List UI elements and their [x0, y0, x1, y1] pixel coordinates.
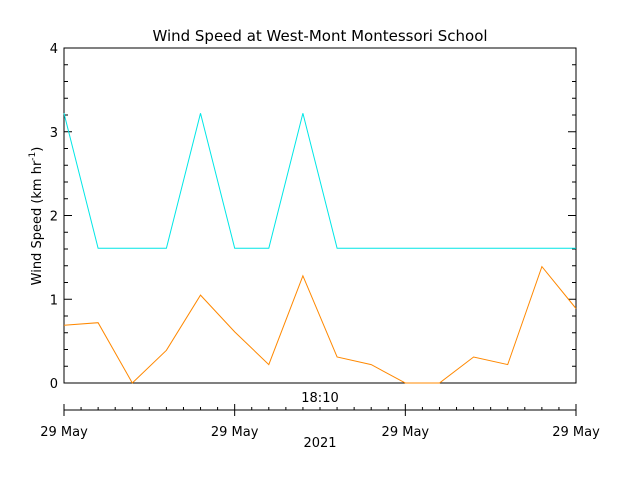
series-line-1 [63, 113, 576, 249]
date-tick-label: 29 May [552, 425, 600, 440]
y-tick-label: 4 [50, 42, 58, 57]
x-year-label: 2021 [303, 436, 336, 451]
date-tick-label: 29 May [382, 425, 430, 440]
x-time-label: 18:10 [301, 391, 338, 406]
date-tick-label: 29 May [40, 425, 88, 440]
y-axis-ticks: 0 1 2 3 4 [50, 42, 576, 392]
y-tick-label: 1 [50, 293, 58, 308]
y-tick-label: 0 [50, 377, 58, 392]
y-tick-label: 2 [50, 210, 58, 225]
date-tick-label: 29 May [211, 425, 259, 440]
series-layer [63, 113, 577, 384]
plot-frame [63, 47, 577, 384]
plot-axes [63, 47, 577, 384]
y-tick-label: 3 [50, 126, 58, 141]
series-line-2 [63, 265, 577, 384]
date-axis: 29 May 29 May 29 May 29 May [40, 404, 600, 440]
chart-title: Wind Speed at West-Mont Montessori Schoo… [152, 27, 487, 45]
y-axis-label: Wind Speed (km hr-1) [28, 147, 45, 286]
